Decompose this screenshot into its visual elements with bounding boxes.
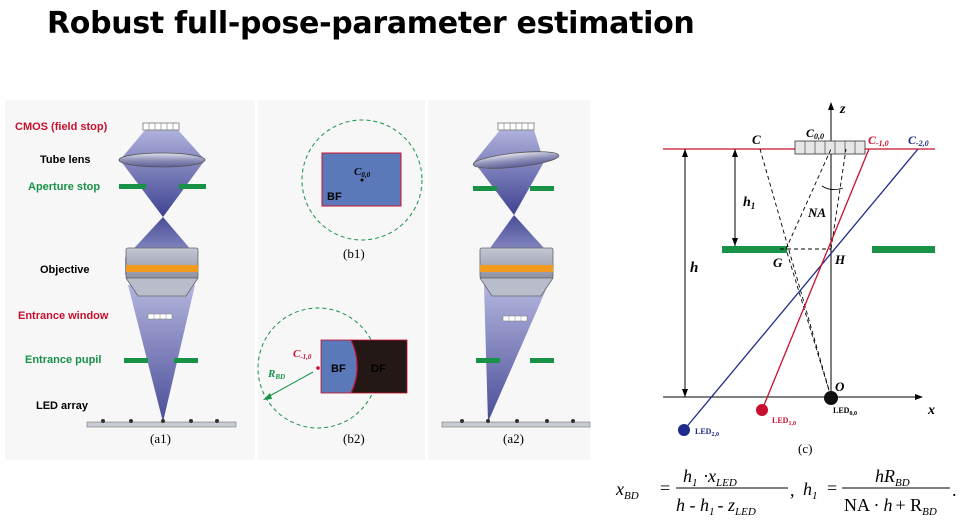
x-axis-label: x [927,403,935,418]
a2-aperture-right [530,186,554,191]
aperture-stop-left [119,184,146,189]
b2-radius-arrow [265,371,314,399]
a2-objective-lens [479,247,554,297]
a2-led-array [441,419,591,428]
objective-lens [125,247,199,297]
caption-a2: (a2) [503,431,524,446]
label-tube-lens: Tube lens [40,154,91,166]
panel-a2: (a2) [428,100,591,460]
led-0-0 [824,391,838,405]
label-objective: Objective [40,264,90,276]
aperture-stop-right [179,184,206,189]
eq-den1: h - h1- zLED [676,495,756,518]
label-entrance-pupil: Entrance pupil [25,354,101,366]
g-label: G [773,255,783,270]
beam-lower [128,285,195,422]
label-led-array: LED array [36,400,89,412]
b1-bf-label: BF [327,191,342,203]
cm2-label: C-2,0 [908,133,929,148]
b2-boundary-arc [350,339,358,394]
eq-num1: h1 ·xLED [683,466,737,489]
eq-equals-1: = [660,478,670,498]
x-axis-arrowhead [915,394,923,400]
h-arrow-top [682,149,688,157]
label-entrance-window: Entrance window [18,310,109,322]
h-point-label: H [834,252,846,267]
entrance-window [147,313,173,320]
a2-tube-lens [472,151,560,169]
h1-arrow-top [732,149,738,157]
h-arrow-bottom [682,389,688,397]
a2-pupil-left [476,358,500,363]
b2-c-label: C-1,0 [293,348,312,361]
c00-label: C0,0 [806,126,824,141]
b2-center-point [316,366,320,370]
caption-b1: (b1) [343,246,365,261]
pupil-bar-left [722,246,787,253]
b2-bf-region [321,340,358,393]
a2-entrance-window [502,315,528,322]
panel-a1: CMOS (field stop) Tube lens Aperture sto… [5,100,255,460]
ray-led-2-0 [683,148,919,431]
dashed-g-to-o [785,248,832,398]
led10-label: LED1,0 [772,416,796,427]
b2-df-label: DF [371,363,386,375]
caption-a1: (a1) [150,431,171,446]
pupil-bar-right [872,246,935,253]
o-label: O [835,379,845,394]
eq-num2: hRBD [875,466,910,489]
z-axis-arrowhead [828,102,834,110]
beam-upper [120,130,205,217]
z-axis-label: z [839,102,846,117]
entrance-pupil-left [124,358,148,363]
led00-label: LED0,0 [833,406,857,417]
h-label: h [690,260,698,276]
a2-aperture-left [473,186,497,191]
a2-beam-upper [474,130,544,215]
dashed-g-to-top [785,148,832,250]
eq-equals-2: = [827,478,837,498]
eq-comma: , [790,480,795,500]
panel-b: C0,0 BF (b1) C-1,0 RBD BF DF (b2) [257,100,425,460]
sensor-array [794,140,866,155]
led-array [86,419,237,428]
na-label: NA [807,205,826,220]
slide-title: Robust full-pose-parameter estimation [47,6,695,41]
cm1-label: C-1,0 [868,133,889,148]
a2-pupil-right [530,358,554,363]
b2-bf-label: BF [331,363,346,375]
na-angle-arc [821,185,844,191]
tube-lens [118,152,206,168]
panel-c: z x h [663,102,935,456]
c-point-label: C [752,132,761,147]
led20-label: LED2,0 [695,427,719,438]
caption-b2: (b2) [343,431,365,446]
b1-center-label: C0,0 [354,166,371,179]
a2-beam-lower [484,285,548,422]
b2-region-outline [320,339,408,394]
a2-cmos-sensor [497,122,535,131]
eq-lhs: xBD [615,479,639,502]
h1-label: h1 [743,195,755,211]
b1-pupil-circle [301,119,423,241]
caption-c: (c) [798,441,812,456]
led-1-0 [756,404,768,416]
b2-radius-arrowhead [263,393,272,400]
ray-led-1-0 [761,148,870,411]
label-aperture-stop: Aperture stop [28,181,100,193]
dashed-h-to-sensor [830,148,847,250]
h1-arrow-bottom [732,238,738,246]
eq-period: . [952,480,957,500]
cmos-sensor [142,122,180,131]
equation: xBD = h1 ·xLED h - h1- zLED , h1 = hRBD N… [615,466,957,518]
entrance-pupil-right [174,358,198,363]
b2-r-label: RBD [267,368,285,381]
b1-center-point [360,178,364,182]
dashed-c-to-o [759,148,832,398]
label-cmos: CMOS (field stop) [15,121,108,133]
eq-h1: h1 [803,479,818,502]
led-2-0 [678,424,690,436]
eq-den2: NA · h + RBD [844,495,937,518]
